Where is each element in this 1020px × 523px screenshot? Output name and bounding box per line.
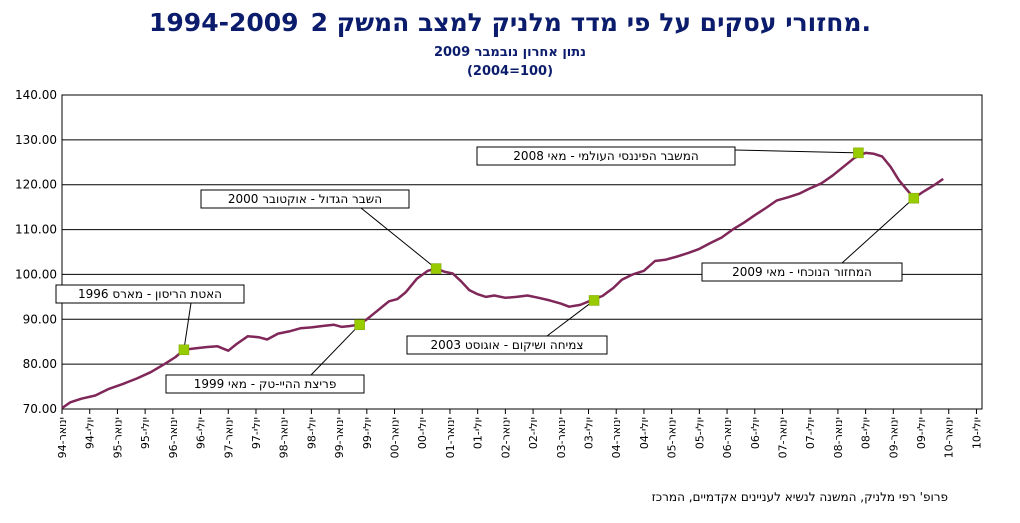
chart-title-number: 2. [310,8,871,37]
chart-title: מחזורי עסקים על פי מדד מלניק למצב המשק 1… [0,8,1020,37]
x-tick-label: ינואר-09 [887,417,900,458]
x-tick-label: ינואר-99 [333,417,346,458]
annotation-box [200,189,410,209]
x-tick-label: יולי-04 [638,417,651,449]
x-tick-label: יולי-00 [416,417,429,449]
x-tick-label: יולי-02 [527,417,540,449]
x-tick-label: ינואר-05 [666,417,679,458]
annotation-label: המשבר הפיננסי העולמי - מאי 2008 [513,149,698,163]
annotation-label: המחזור הנוכחי - מאי 2009 [732,265,872,279]
annotation-leader [734,149,859,154]
annotation-box [165,374,365,394]
annotation-marker [588,295,600,306]
x-tick-label: יולי-09 [915,417,928,449]
y-tick-label: 140.00 [15,88,57,102]
x-tick-label: יולי-95 [139,417,152,449]
y-tick-label: 110.00 [15,223,57,237]
annotation-leader [183,302,192,350]
x-tick-label: ינואר-02 [499,417,512,458]
annotation-label: השבר הגדול - אוקטובר 2000 [228,192,382,206]
annotation-leader [310,324,360,376]
x-tick-label: ינואר-94 [56,417,69,458]
x-tick-label: יולי-06 [749,417,762,449]
annotation-leader [546,300,595,337]
y-tick-label: 80.00 [23,357,57,371]
series-line [61,151,944,410]
annotation-marker [908,192,920,204]
y-tick-label: 100.00 [15,267,57,281]
x-tick-label: יולי-99 [361,417,374,449]
x-tick-label: יולי-01 [472,417,485,449]
annotation-marker [354,319,365,330]
x-tick-label: יולי-97 [250,417,263,449]
x-tick-label: יולי-05 [693,417,706,449]
plot-frame [61,94,983,410]
x-tick-label: ינואר-97 [222,417,235,458]
annotation-leader [841,197,915,264]
annotation-box [55,284,245,304]
x-tick-label: ינואר-06 [721,417,734,458]
annotation-marker [178,344,190,356]
annotation-box [476,146,736,166]
annotation-marker [853,147,864,159]
annotation-label: פריצת ההיי-טק - מאי 1999 [194,377,337,391]
y-tick-label: 70.00 [23,402,57,416]
x-tick-label: יולי-08 [860,417,873,449]
x-tick-label: יולי-03 [583,417,596,449]
chart-footer: פרופ' רפי מלניק, המשנה לנשיא לעניינים אק… [651,490,948,504]
x-tick-label: ינואר-07 [776,417,789,458]
x-tick-label: ינואר-00 [389,417,402,458]
annotation-label: צמיחה ושיקום - אוגוסט 2003 [430,338,583,352]
annotation-marker [430,263,442,274]
x-tick-label: ינואר-08 [832,417,845,458]
x-tick-label: ינואר-96 [167,417,180,458]
annotation-box [701,262,903,282]
x-tick-label: יולי-10 [970,417,983,449]
chart-subtitle: נתון אחרון נובמבר 2009 [433,45,587,60]
y-tick-label: 120.00 [15,178,57,192]
x-tick-label: יולי-98 [305,417,318,449]
y-tick-label: 130.00 [15,133,57,147]
annotation-leader [360,207,437,269]
x-tick-label: ינואר-01 [444,417,457,458]
annotation-label: האטת הריסון - מארס 1996 [78,287,222,301]
x-tick-label: ינואר-03 [555,417,568,458]
x-tick-label: יולי-94 [84,417,97,449]
x-tick-label: ינואר-04 [610,417,623,458]
x-tick-label: יולי-07 [804,417,817,449]
annotation-box [406,335,608,355]
x-tick-label: יולי-96 [195,417,208,449]
chart-title-text: מחזורי עסקים על פי מדד מלניק למצב המשק 1… [149,8,862,37]
y-tick-label: 90.00 [23,312,57,326]
x-tick-label: ינואר-95 [111,417,124,458]
x-tick-label: ינואר-98 [278,417,291,458]
x-tick-label: ינואר-10 [943,417,956,458]
chart-base-note: (2004=100) [466,64,554,79]
